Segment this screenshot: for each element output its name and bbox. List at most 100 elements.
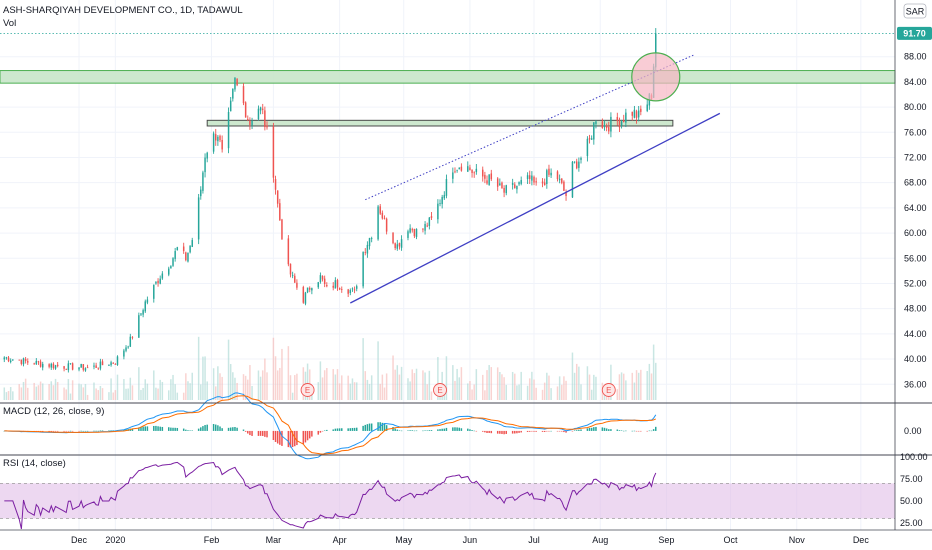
candle-body <box>394 243 396 249</box>
price-tick-label: 44.00 <box>904 329 927 339</box>
support-zone[interactable] <box>206 119 674 127</box>
price-tick-label: 40.00 <box>904 354 927 364</box>
macd-histogram-bar <box>251 430 253 436</box>
macd-histogram-bar <box>259 430 262 436</box>
macd-histogram-bar <box>637 430 640 432</box>
macd-histogram-bar <box>648 430 651 432</box>
macd-histogram-bar <box>439 429 441 431</box>
volume-bar <box>471 389 473 400</box>
candle-body <box>516 185 518 190</box>
volume-bar <box>332 369 334 400</box>
candle-body <box>71 363 74 370</box>
candle-body <box>633 109 636 118</box>
macd-histogram-bar <box>550 430 552 432</box>
macd-histogram-bar <box>234 426 236 431</box>
volume-bar <box>473 384 475 400</box>
time-tick-label: Feb <box>204 535 220 545</box>
price-axis[interactable]: 88.00 84.00 80.00 76.00 72.00 68.00 64.00 60.00… <box>904 52 927 390</box>
candle-body <box>556 171 559 180</box>
volume-bar <box>341 375 343 400</box>
candle-body <box>22 358 25 365</box>
macd-histogram-bar <box>353 427 356 431</box>
macd-histogram-bar <box>144 426 146 431</box>
candle-body <box>80 364 82 368</box>
channel-line-dotted[interactable] <box>365 54 695 201</box>
volume-bar <box>22 381 25 400</box>
candle-body <box>251 120 253 126</box>
macd-histogram-bar <box>63 430 65 432</box>
macd-histogram-bar <box>586 428 589 431</box>
volume-bar <box>650 373 653 400</box>
volume-bar <box>257 370 260 400</box>
macd-histogram-bar <box>3 430 6 432</box>
macd-histogram-bar <box>206 424 208 431</box>
breakout-circle[interactable] <box>631 52 681 102</box>
volume-bar <box>69 393 72 400</box>
candle-body <box>123 350 125 357</box>
macd-histogram-bar <box>558 430 561 432</box>
macd-histogram-bar <box>424 430 426 431</box>
currency-badge[interactable]: SAR <box>903 3 927 19</box>
candle-body <box>242 86 245 104</box>
volume-bar <box>496 367 499 400</box>
volume-bar <box>573 372 576 400</box>
volume-bar <box>281 348 283 400</box>
ascending-trendline[interactable] <box>350 112 721 304</box>
macd-histogram-bar <box>56 430 59 432</box>
macd-histogram-bar <box>543 430 546 432</box>
macd-histogram-bar <box>580 429 582 431</box>
macd-histogram-bar <box>394 428 396 431</box>
volume-bar <box>242 374 245 400</box>
macd-histogram-bar <box>306 430 309 441</box>
macd-histogram-bar <box>95 430 97 432</box>
time-tick-label: Mar <box>266 535 282 545</box>
macd-histogram-bar <box>54 430 57 432</box>
time-axis[interactable]: Dec 2020 Feb Mar Apr May Jun Jul Aug Sep Oct Nov Dec <box>71 535 869 545</box>
candle-body <box>214 134 217 141</box>
volume-bar <box>167 390 170 400</box>
volume-bar <box>486 370 488 400</box>
macd-histogram-bar <box>556 430 559 432</box>
macd-histogram-bar <box>413 430 416 432</box>
macd-histogram-bar <box>422 430 424 432</box>
macd-histogram-bar <box>302 430 305 445</box>
volume-bar <box>460 367 463 400</box>
rsi-tick-label: 75.00 <box>900 474 923 484</box>
macd-histogram-bar <box>640 430 642 432</box>
volume-bar <box>204 356 206 400</box>
price-tick-label: 36.00 <box>904 379 927 389</box>
volume-bar <box>200 384 202 400</box>
volume-bar <box>347 375 349 400</box>
resistance-zone[interactable] <box>0 70 896 84</box>
volume-bar <box>501 374 503 400</box>
volume-bar <box>561 384 563 400</box>
volume-bar <box>3 387 6 400</box>
candle-body <box>422 228 424 230</box>
candle-body <box>185 252 187 261</box>
macd-histogram-bar <box>41 430 44 432</box>
macd-histogram-bar <box>488 430 490 433</box>
macd-histogram-bar <box>69 430 72 432</box>
candle-body <box>67 363 70 371</box>
volume-bar <box>37 385 40 400</box>
candle-body <box>261 108 264 110</box>
volume-bar <box>123 379 125 400</box>
volume-bar <box>5 392 8 400</box>
candle-body <box>39 361 42 367</box>
volume-bar <box>78 383 80 400</box>
candle-body <box>355 286 358 289</box>
candle-body <box>204 157 206 173</box>
volume-bar <box>146 383 149 400</box>
macd-histogram-bar <box>398 430 401 431</box>
candle-body <box>475 168 478 172</box>
candle-body <box>458 167 460 170</box>
candle-body <box>473 172 475 174</box>
last-price-tag: 91.70 <box>897 26 932 40</box>
macd-histogram-bar <box>341 428 343 431</box>
macd-histogram-bar <box>272 430 275 441</box>
macd-histogram-bar <box>317 430 320 435</box>
candle-body <box>571 161 574 198</box>
volume-bar <box>127 388 129 400</box>
rsi-tick-label: 50.00 <box>900 496 923 506</box>
